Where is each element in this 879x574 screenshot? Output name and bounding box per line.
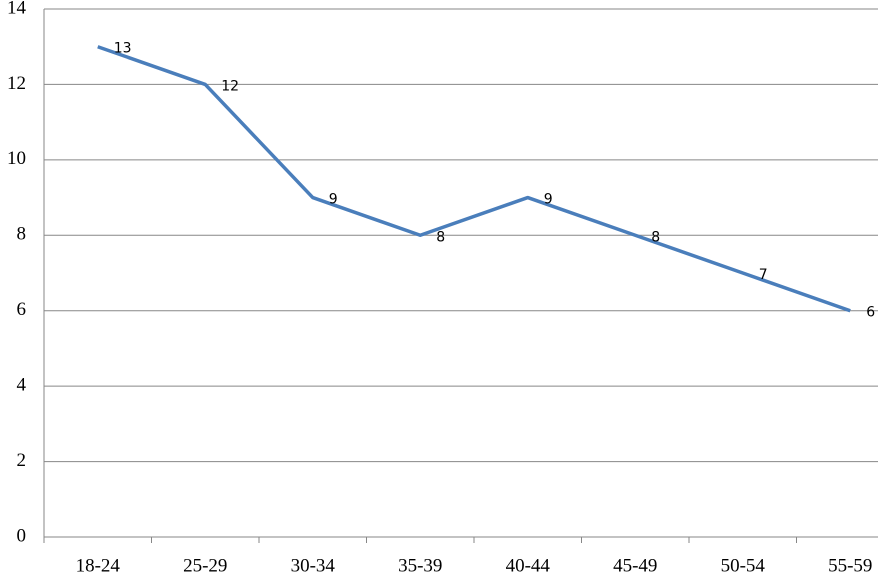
x-tick-label: 18-24 (76, 555, 121, 574)
y-tick-label: 2 (17, 450, 27, 471)
y-tick-label: 4 (17, 375, 27, 396)
y-tick-label: 10 (7, 148, 26, 169)
data-label: 9 (544, 192, 553, 208)
x-tick-label: 25-29 (183, 555, 227, 574)
line (97, 45, 851, 313)
x-tick-label: 30-34 (291, 555, 336, 574)
data-label: 8 (436, 229, 445, 245)
data-label: 12 (221, 78, 239, 94)
y-tick-label: 0 (17, 525, 27, 546)
y-tick-label: 14 (7, 0, 27, 18)
data-label: 13 (114, 41, 132, 57)
data-label: 7 (759, 267, 768, 283)
x-tick-label: 35-39 (398, 555, 442, 574)
data-label: 6 (866, 305, 875, 321)
data-label: 8 (651, 229, 660, 245)
y-tick-label: 8 (17, 224, 27, 245)
x-tick-label: 40-44 (506, 555, 551, 574)
y-tick-label: 6 (17, 299, 27, 320)
x-tick-label: 45-49 (613, 555, 657, 574)
y-tick-label: 12 (7, 73, 26, 94)
x-tick-label: 50-54 (721, 555, 766, 574)
data-label: 9 (329, 192, 338, 208)
x-tick-label: 55-59 (828, 555, 872, 574)
